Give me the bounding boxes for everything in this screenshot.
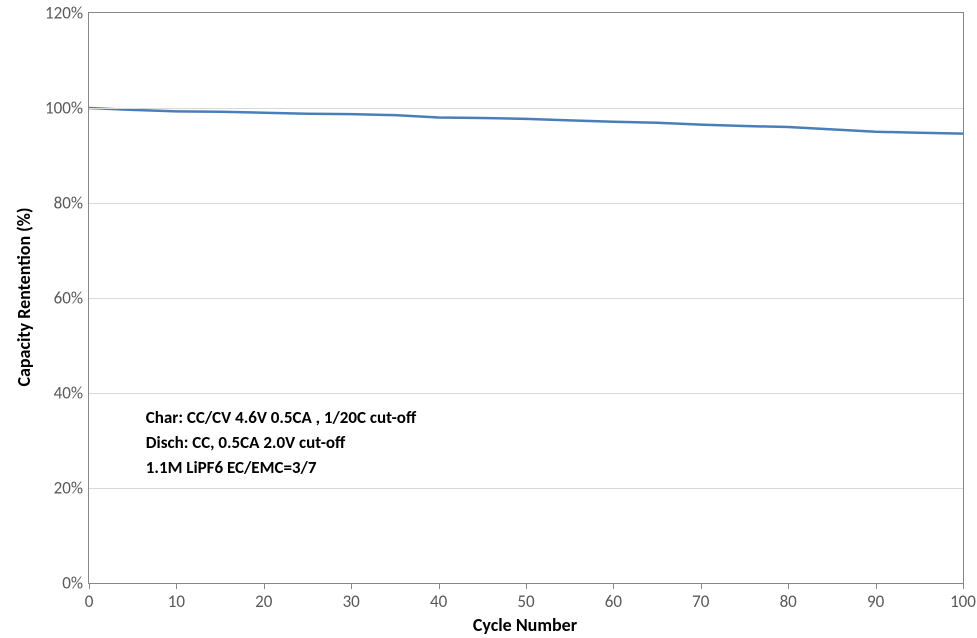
x-tick-label: 60 [605, 591, 622, 612]
gridline-h [89, 203, 963, 204]
y-tick-label: 20% [54, 478, 83, 499]
annotation-line: Disch: CC, 0.5CA 2.0V cut-off [146, 431, 416, 456]
x-tick [963, 583, 964, 589]
y-tick-label: 40% [54, 383, 83, 404]
gridline-h [89, 488, 963, 489]
x-tick-label: 0 [85, 591, 94, 612]
x-tick [788, 583, 789, 589]
x-tick [876, 583, 877, 589]
x-tick [613, 583, 614, 589]
x-tick-label: 40 [430, 591, 447, 612]
y-axis-title: Capacity Rentention (%) [13, 207, 35, 386]
x-tick [89, 583, 90, 589]
y-tick-label: 60% [54, 288, 83, 309]
y-tick-label: 100% [45, 98, 83, 119]
annotation-line: 1.1M LiPF6 EC/EMC=3/7 [146, 456, 416, 481]
x-tick [526, 583, 527, 589]
gridline-h [89, 108, 963, 109]
x-axis-title: Cycle Number [473, 614, 577, 636]
y-tick-label: 80% [54, 193, 83, 214]
x-tick-label: 80 [780, 591, 797, 612]
x-tick-label: 90 [867, 591, 884, 612]
annotation-line: Char: CC/CV 4.6V 0.5CA , 1/20C cut-off [146, 406, 416, 431]
x-tick-label: 30 [343, 591, 360, 612]
chart-annotation: Char: CC/CV 4.6V 0.5CA , 1/20C cut-offDi… [146, 406, 416, 480]
x-tick-label: 20 [255, 591, 272, 612]
gridline-h [89, 393, 963, 394]
x-tick [264, 583, 265, 589]
series-capacity-retention [89, 108, 963, 134]
chart-container: Char: CC/CV 4.6V 0.5CA , 1/20C cut-offDi… [0, 0, 977, 638]
y-tick-label: 0% [62, 573, 83, 594]
y-tick-label: 120% [45, 3, 83, 24]
x-tick-label: 100 [950, 591, 976, 612]
x-tick [701, 583, 702, 589]
x-tick [351, 583, 352, 589]
x-tick-label: 70 [692, 591, 709, 612]
x-tick [439, 583, 440, 589]
x-tick [176, 583, 177, 589]
gridline-h [89, 298, 963, 299]
x-tick-label: 50 [517, 591, 534, 612]
x-tick-label: 10 [168, 591, 185, 612]
plot-area: Char: CC/CV 4.6V 0.5CA , 1/20C cut-offDi… [88, 12, 964, 584]
